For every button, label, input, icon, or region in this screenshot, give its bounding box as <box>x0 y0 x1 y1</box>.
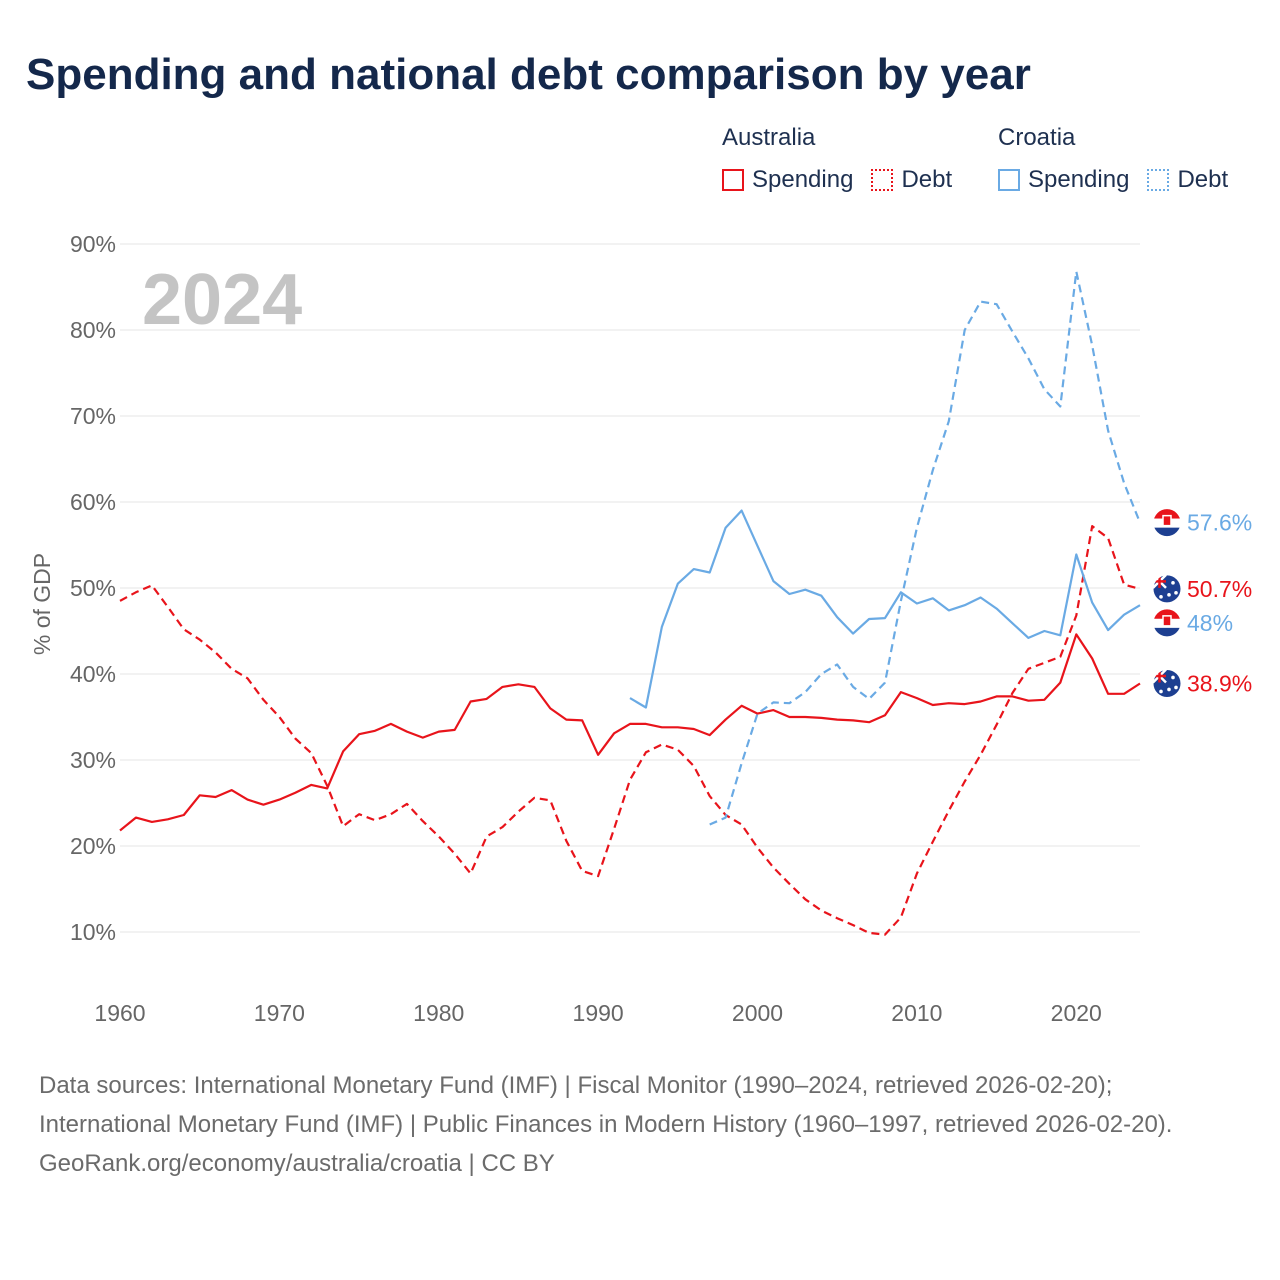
x-tick-label: 1990 <box>573 1000 624 1026</box>
x-tick-label: 2000 <box>732 1000 783 1026</box>
croatia-debt-line <box>709 270 1142 826</box>
chart-title: Spending and national debt comparison by… <box>26 50 1031 99</box>
y-tick-label: 50% <box>70 575 116 601</box>
legend-swatch-solid-icon <box>998 169 1020 191</box>
legend-swatch-solid-icon <box>722 169 744 191</box>
credit-link[interactable]: GeoRank.org/economy/australia/croatia | … <box>39 1150 555 1177</box>
x-tick-label: 1960 <box>94 1000 145 1026</box>
legend-item-croatia-debt[interactable]: Debt <box>1147 166 1228 194</box>
australia-spending-line <box>119 633 1141 832</box>
legend-item-croatia-spending[interactable]: Spending <box>998 166 1129 194</box>
year-label: 2024 <box>142 260 302 340</box>
footer: Data sources: International Monetary Fun… <box>39 1066 1239 1183</box>
legend-label: Debt <box>1177 166 1229 193</box>
legend-australia: Australia Spending Debt <box>722 124 970 194</box>
australia-flag-icon <box>1152 668 1182 698</box>
y-tick-label: 60% <box>70 489 116 515</box>
legend-item-australia-spending[interactable]: Spending <box>722 166 853 194</box>
y-tick-label: 90% <box>70 231 116 257</box>
legend-swatch-dotted-icon <box>1147 169 1170 191</box>
legend-croatia: Croatia Spending Debt <box>998 124 1246 194</box>
croatia-flag-icon <box>1152 608 1182 638</box>
end-value-label: 38.9% <box>1187 670 1252 696</box>
x-tick-label: 1970 <box>254 1000 305 1026</box>
legend-country-croatia: Croatia <box>998 124 1076 151</box>
legend-label: Debt <box>901 166 953 193</box>
y-tick-label: 40% <box>70 661 116 687</box>
y-tick-label: 80% <box>70 317 116 343</box>
end-value-label: 57.6% <box>1187 510 1252 536</box>
y-tick-label: 10% <box>70 919 116 945</box>
x-tick-label: 2010 <box>891 1000 942 1026</box>
end-value-label: 50.7% <box>1187 576 1252 602</box>
end-value-label: 48% <box>1187 610 1233 636</box>
y-tick-label: 30% <box>70 747 116 773</box>
croatia-flag-icon <box>1152 508 1182 538</box>
data-sources: Data sources: International Monetary Fun… <box>39 1072 1173 1138</box>
legend-country-australia: Australia <box>722 124 816 151</box>
legend-label: Spending <box>752 166 854 193</box>
x-tick-label: 2020 <box>1051 1000 1102 1026</box>
australia-flag-icon <box>1152 574 1182 604</box>
legend-swatch-dotted-icon <box>871 169 894 191</box>
legend-label: Spending <box>1028 166 1130 193</box>
y-tick-label: 20% <box>70 833 116 859</box>
line-chart: 10% 20% 30% 40% 50% 60% 70% 80% 90% 1960 1970 1980 1… <box>29 231 1252 1026</box>
legend-item-australia-debt[interactable]: Debt <box>871 166 952 194</box>
y-tick-label: 70% <box>70 403 116 429</box>
x-tick-label: 1980 <box>413 1000 464 1026</box>
australia-debt-line <box>119 524 1141 936</box>
croatia-spending-line <box>629 509 1141 709</box>
y-axis-title: % of GDP <box>29 553 55 655</box>
